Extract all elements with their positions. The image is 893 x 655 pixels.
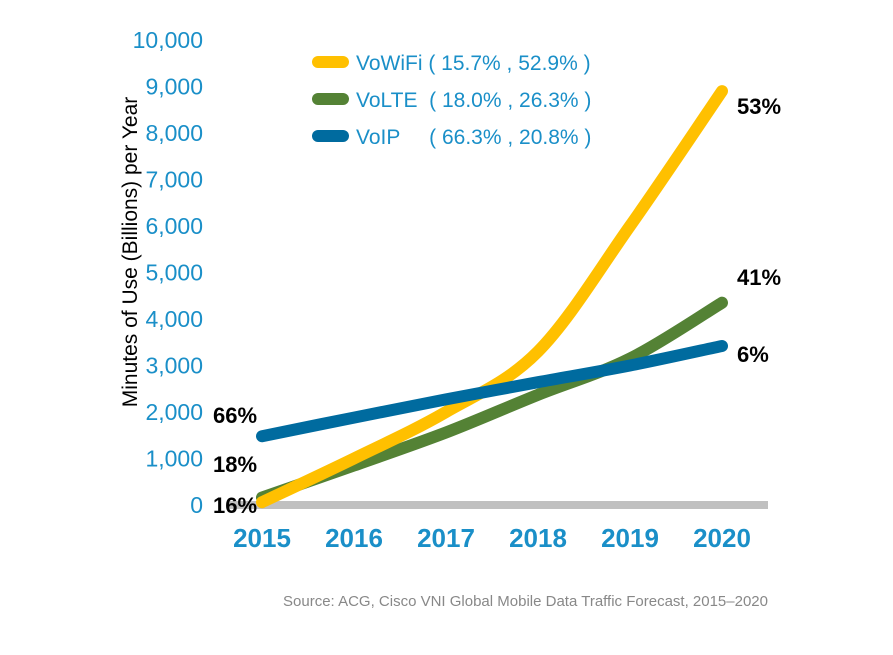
source-note: Source: ACG, Cisco VNI Global Mobile Dat… [283,593,768,610]
y-tick-label: 5,000 [145,260,203,286]
legend-label: VoWiFi ( 15.7% , 52.9% ) [356,52,591,75]
end-percent-label: 41% [737,265,781,290]
end-percent-label: 53% [737,94,781,119]
y-axis-label: Minutes of Use (Billions) per Year [119,97,142,407]
start-percent-label: 18% [213,452,257,477]
legend-label: VoIP ( 66.3% , 20.8% ) [356,126,591,149]
x-axis-ticks: 2015 2016 2017 2018 2019 2020 [233,523,751,553]
legend-label: VoLTE ( 18.0% , 26.3% ) [356,89,591,112]
series-lines [256,85,728,509]
x-tick-label: 2018 [509,523,567,553]
x-tick-label: 2019 [601,523,659,553]
y-tick-label: 8,000 [145,120,203,146]
y-tick-label: 2,000 [145,399,203,425]
y-tick-label: 6,000 [145,213,203,239]
start-percent-label: 16% [213,493,257,518]
y-tick-label: 1,000 [145,446,203,472]
x-tick-label: 2017 [417,523,475,553]
x-tick-label: 2016 [325,523,383,553]
end-percent-label: 6% [737,342,769,367]
series-line-vowifi [256,85,728,509]
y-tick-label: 9,000 [145,74,203,100]
x-tick-label: 2015 [233,523,291,553]
y-tick-label: 7,000 [145,167,203,193]
series-line-voip [256,340,728,443]
start-percent-label: 66% [213,403,257,428]
x-tick-label: 2020 [693,523,751,553]
y-tick-label: 4,000 [145,306,203,332]
y-axis-ticks: 0 1,000 2,000 3,000 4,000 5,000 6,000 7,000 8,00… [133,27,203,518]
y-tick-label: 0 [190,492,203,518]
percent-labels: 16% 53% 18% 41% 66% 6% [213,94,781,518]
y-tick-label: 3,000 [145,353,203,379]
legend: VoWiFi ( 15.7% , 52.9% ) VoLTE ( 18.0% , … [312,52,591,149]
y-tick-label: 10,000 [133,27,203,53]
